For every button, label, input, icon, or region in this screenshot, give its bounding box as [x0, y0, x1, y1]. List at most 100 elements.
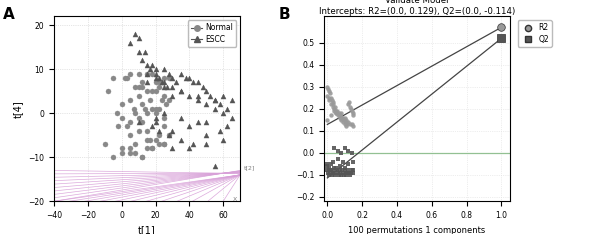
Point: [193, 120, 203, 124]
Point: [346, 107, 356, 111]
Point: [159, 67, 169, 71]
Point: [324, 166, 334, 170]
Point: [333, 113, 343, 117]
Point: [185, 76, 194, 80]
Point: [343, 120, 353, 124]
Point: [345, 173, 355, 177]
Point: [125, 133, 135, 137]
Point: [325, 171, 335, 175]
Point: [185, 94, 194, 98]
Point: [148, 124, 157, 128]
Point: [202, 133, 211, 137]
Point: [140, 107, 150, 111]
Point: [338, 116, 348, 120]
Point: [134, 129, 143, 133]
Point: [343, 102, 353, 106]
Point: [117, 102, 127, 106]
Point: [120, 76, 130, 80]
Point: [134, 37, 143, 40]
Point: [326, 96, 335, 100]
Point: [113, 124, 123, 128]
Point: [345, 105, 355, 109]
Point: [343, 122, 352, 126]
Point: [109, 155, 118, 159]
Point: [337, 173, 346, 177]
Point: [335, 171, 345, 175]
Point: [324, 89, 334, 93]
Point: [193, 98, 203, 102]
Point: [109, 76, 118, 80]
X-axis label: 100 permutations 1 components: 100 permutations 1 components: [349, 226, 485, 234]
Point: [337, 111, 346, 115]
Point: [130, 151, 140, 155]
Point: [324, 168, 334, 172]
Point: [137, 102, 147, 106]
Point: [340, 122, 350, 126]
Point: [146, 98, 155, 102]
Point: [218, 111, 228, 115]
Point: [188, 142, 197, 146]
Point: [125, 98, 135, 102]
Point: [497, 26, 506, 29]
Point: [148, 63, 157, 67]
Point: [134, 94, 143, 98]
Point: [117, 116, 127, 120]
Point: [333, 157, 343, 161]
Point: [142, 146, 152, 150]
Point: [148, 146, 157, 150]
Point: [142, 72, 152, 76]
Point: [497, 37, 506, 40]
Point: [337, 116, 347, 120]
Point: [185, 146, 194, 150]
Point: [151, 80, 160, 84]
Point: [140, 50, 150, 53]
Point: [134, 120, 143, 124]
Point: [130, 142, 140, 146]
Point: [349, 160, 358, 164]
Point: [335, 168, 344, 172]
Point: [171, 80, 181, 84]
Point: [218, 138, 228, 142]
Point: [210, 98, 220, 102]
Point: [137, 155, 147, 159]
Point: [202, 120, 211, 124]
Point: [134, 72, 143, 76]
Point: [331, 166, 341, 170]
Point: [130, 32, 140, 36]
Point: [334, 173, 343, 177]
Point: [335, 164, 344, 168]
Point: [205, 94, 214, 98]
Point: [344, 100, 354, 104]
Point: [348, 171, 358, 175]
Point: [227, 116, 236, 120]
Point: [142, 63, 152, 67]
Point: [130, 85, 140, 89]
Point: [193, 94, 203, 98]
Point: [151, 111, 160, 115]
Point: [222, 107, 232, 111]
Point: [148, 72, 157, 76]
Point: [125, 41, 135, 45]
Point: [125, 72, 135, 76]
Point: [164, 98, 174, 102]
Point: [142, 129, 152, 133]
Point: [154, 85, 164, 89]
Point: [193, 80, 203, 84]
Point: [324, 96, 334, 100]
Point: [323, 85, 332, 89]
Point: [341, 171, 350, 175]
Point: [331, 111, 341, 115]
Point: [159, 76, 169, 80]
Point: [347, 168, 356, 172]
Point: [328, 102, 337, 106]
Point: [345, 122, 355, 126]
Point: [337, 118, 346, 122]
Point: [157, 80, 167, 84]
Point: [329, 146, 339, 150]
Point: [341, 173, 351, 177]
Point: [346, 171, 356, 175]
Point: [125, 120, 135, 124]
Point: [181, 76, 191, 80]
Point: [137, 58, 147, 62]
Point: [159, 124, 169, 128]
